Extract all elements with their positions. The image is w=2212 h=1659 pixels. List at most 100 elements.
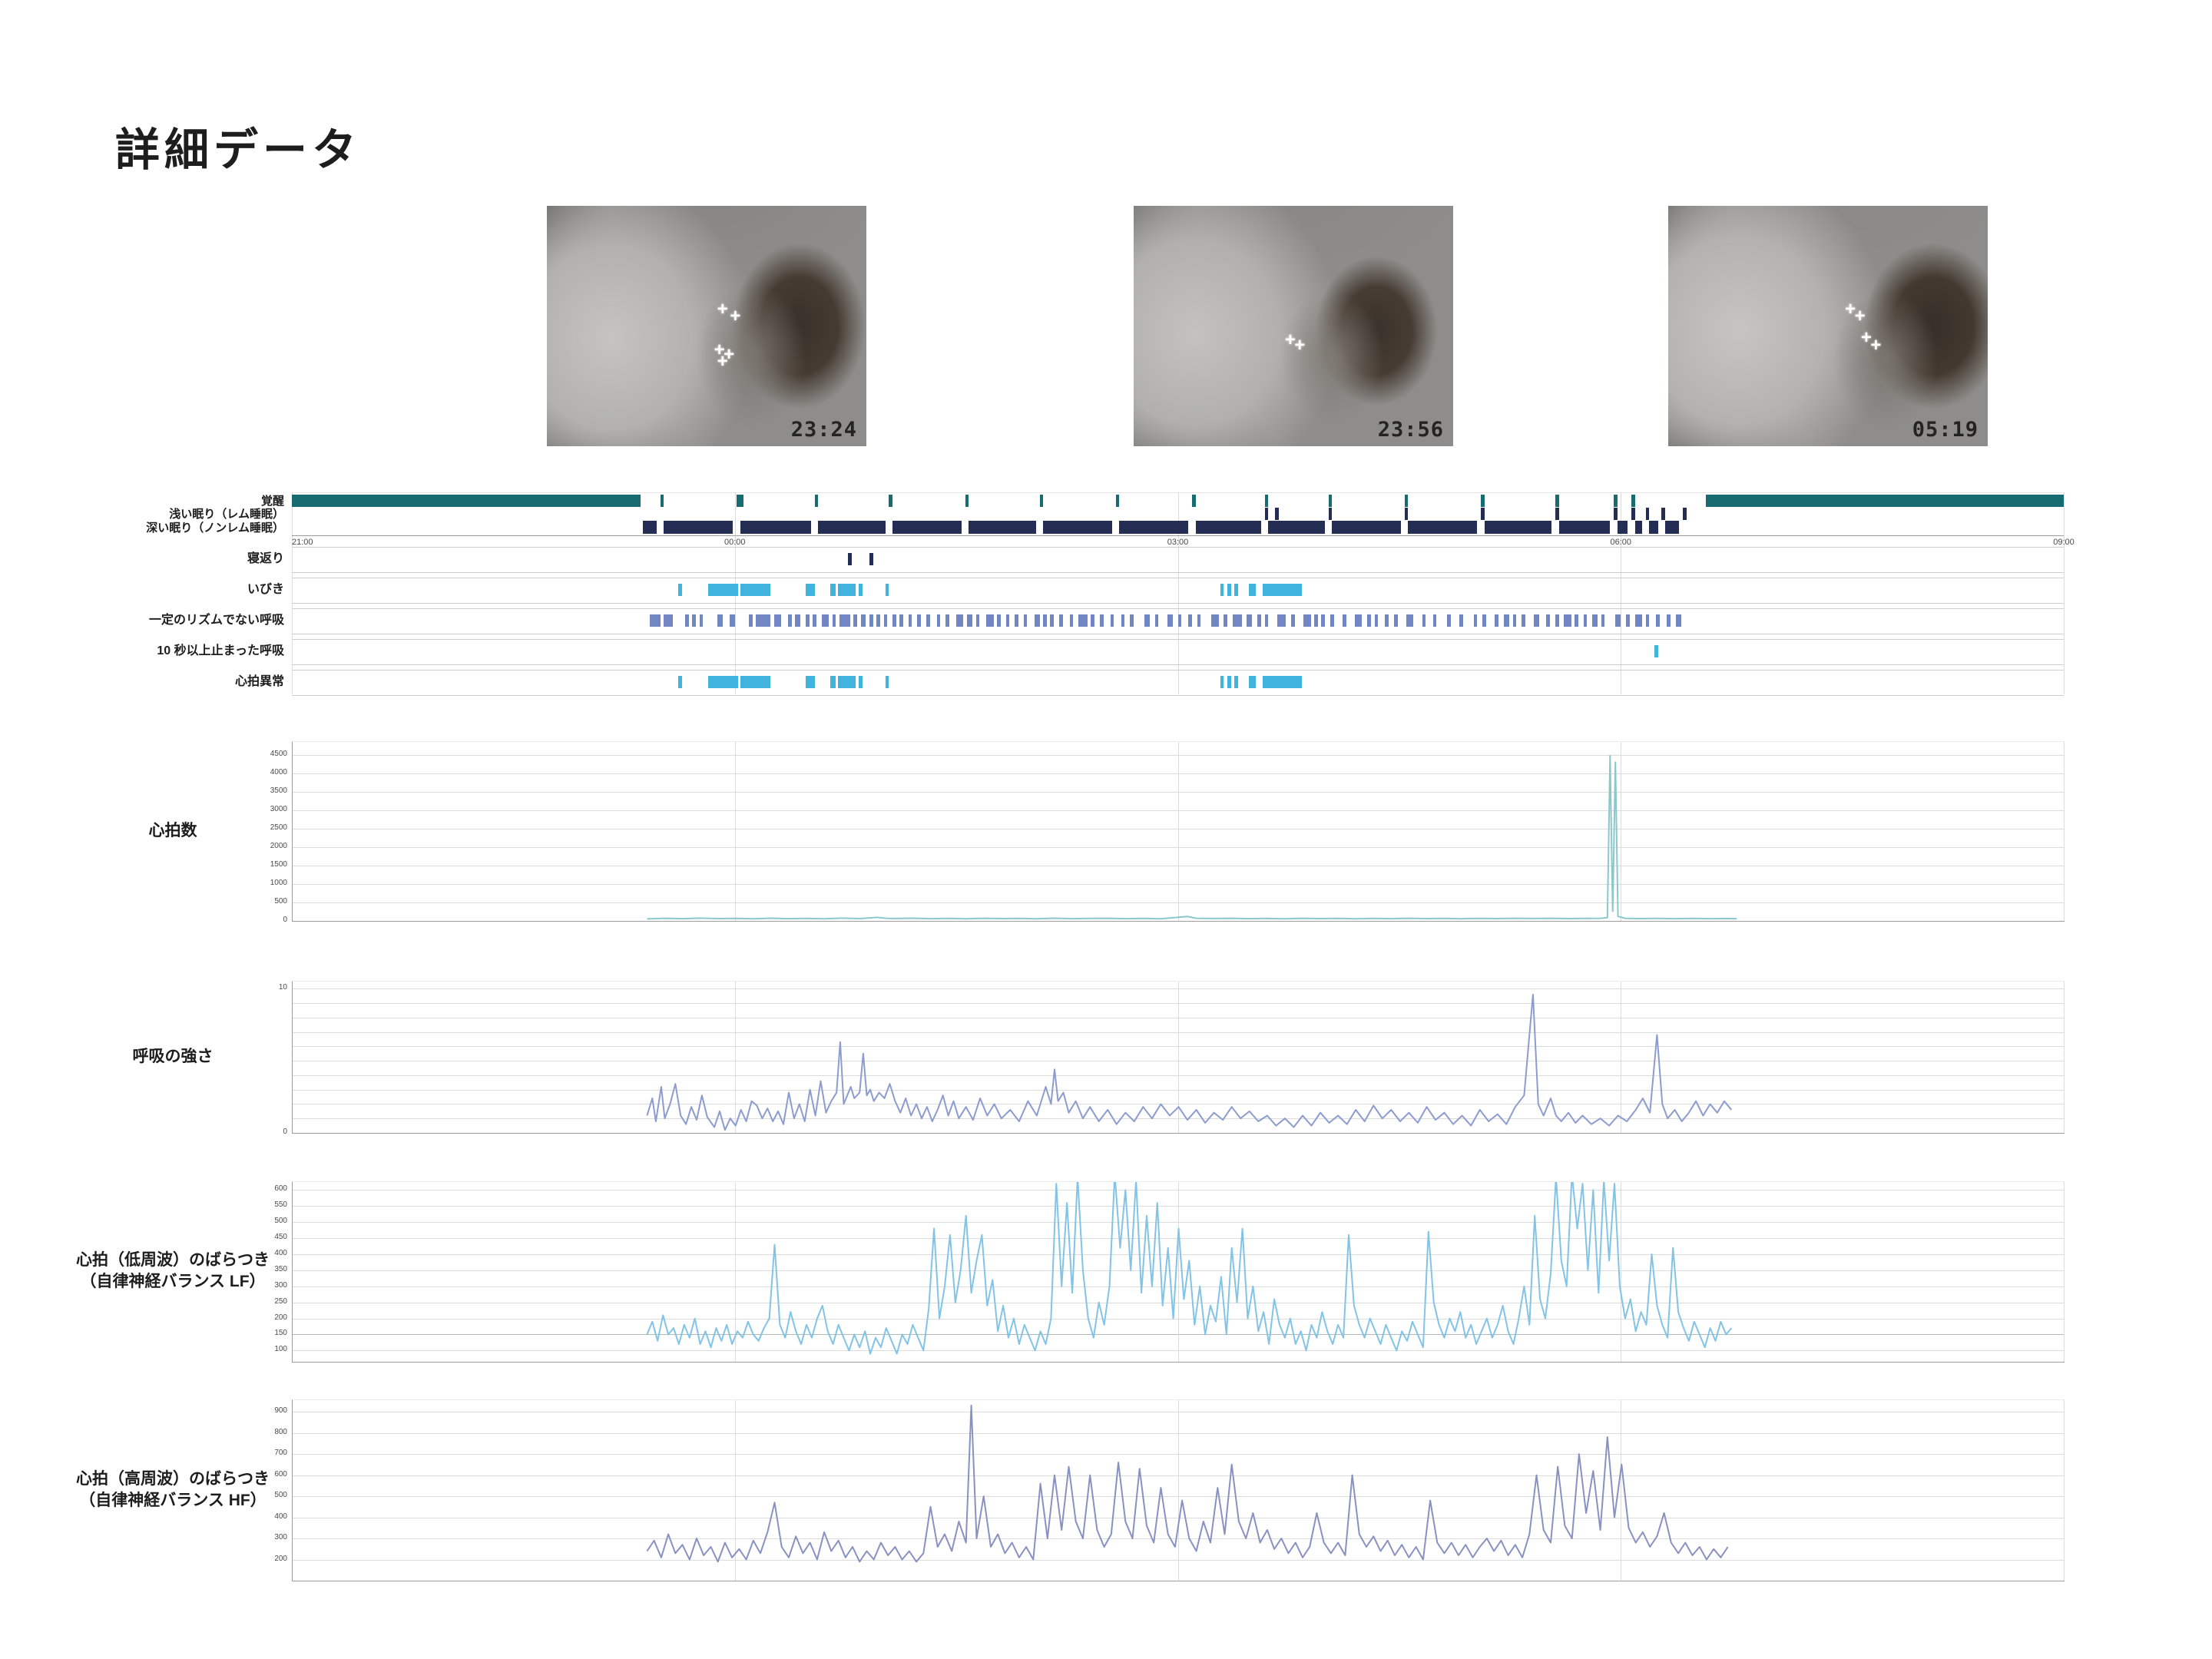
grid-line-h (293, 1496, 2065, 1498)
event-mark (1015, 614, 1018, 627)
y-tick-label: 1000 (270, 878, 287, 887)
lf-chart (292, 1181, 2065, 1363)
event-mark (1291, 614, 1295, 627)
y-tick-label: 0 (283, 1128, 287, 1136)
grid-line-h (293, 1475, 2065, 1476)
grid-line-h (293, 791, 2065, 793)
event-mark (1667, 614, 1671, 627)
event-row-label: 10 秒以上止まった呼吸 (157, 644, 284, 657)
y-tick-label: 600 (274, 1469, 287, 1479)
event-mark (1227, 584, 1231, 596)
awake-tick (1191, 495, 1196, 507)
light-sleep-tick (1404, 508, 1409, 520)
event-mark (859, 676, 863, 688)
event-mark (708, 584, 739, 596)
light-sleep-tick (1631, 508, 1635, 520)
y-tick-label: 150 (274, 1329, 287, 1338)
awake-tick (1631, 495, 1635, 507)
event-mark (848, 553, 852, 565)
event-mark (830, 676, 836, 688)
light-sleep-tick (1275, 508, 1279, 520)
event-mark (1234, 676, 1238, 688)
deep-sleep-bar (1195, 521, 1261, 534)
deep-sleep-bar (642, 521, 657, 534)
deep-sleep-bar (1043, 521, 1113, 534)
y-tick-label: 100 (274, 1345, 287, 1354)
chart-title-line2: （自律神経バランス HF） (79, 1491, 267, 1509)
grid-line-h (293, 1003, 2065, 1005)
event-mark (1447, 614, 1451, 627)
breathing-polyline (646, 993, 1733, 1131)
lf-polyline (646, 1182, 1733, 1355)
lf-line (646, 1182, 1733, 1355)
chart-title-line1: 心拍（高周波）のばらつき (76, 1469, 270, 1488)
event-mark (1264, 614, 1269, 627)
awake-bar (1705, 495, 2064, 507)
tracking-cross-icon: + (717, 351, 728, 373)
y-tick-label: 0 (283, 916, 287, 924)
grid-line-v (734, 1182, 736, 1362)
event-mark (975, 614, 980, 627)
event-mark (1592, 614, 1598, 627)
grid-line-h (293, 902, 2065, 903)
grid-line-h (293, 1222, 2065, 1224)
y-tick-label: 3000 (270, 804, 287, 813)
event-mark (869, 553, 873, 565)
grid-line-v (1177, 1182, 1179, 1362)
event-mark (1144, 614, 1150, 627)
event-mark (740, 676, 770, 688)
tracking-cross-icon: + (730, 305, 741, 326)
event-mark (795, 614, 801, 627)
chart-title-line1: 呼吸の強さ (132, 1047, 214, 1065)
awake-tick (737, 495, 744, 507)
stage-label: 覚醒 (260, 495, 284, 508)
grid-line-h (293, 828, 2065, 830)
event-mark (1121, 614, 1125, 627)
light-sleep-tick (1645, 508, 1650, 520)
grid-line-h (293, 1254, 2065, 1256)
time-gridline (2064, 492, 2065, 694)
event-mark (1601, 614, 1605, 627)
grid-line-v (2064, 742, 2065, 921)
event-mark (1211, 614, 1219, 627)
awake-tick (889, 495, 893, 507)
grid-line-v (1177, 742, 1179, 921)
event-row (292, 670, 2064, 696)
page-title: 詳細データ (115, 125, 362, 175)
photo-timestamp: 23:56 (1377, 418, 1444, 442)
y-tick-label: 3500 (270, 786, 287, 795)
event-mark (1303, 614, 1311, 627)
event-mark (1626, 614, 1630, 627)
event-mark (885, 584, 889, 596)
event-mark (1495, 614, 1499, 627)
grid-line-h (293, 1118, 2065, 1120)
event-mark (1167, 614, 1173, 627)
tracking-cross-icon: + (1854, 305, 1866, 326)
event-row-label: 心拍異常 (234, 675, 284, 688)
event-mark (677, 676, 682, 688)
grid-line-v (1177, 1400, 1179, 1581)
deep-sleep-bar (1484, 521, 1552, 534)
y-tick-label: 900 (274, 1406, 287, 1416)
grid-line-h (293, 810, 2065, 811)
awake-tick (1404, 495, 1409, 507)
event-mark (997, 614, 1001, 627)
event-mark (926, 614, 930, 627)
event-mark (830, 584, 836, 596)
time-label: 09:00 (2053, 538, 2075, 547)
y-tick-label: 300 (274, 1533, 287, 1542)
grid-line-h (293, 1046, 2065, 1048)
event-row-label: 一定のリズムでない呼吸 (148, 614, 284, 627)
event-mark (1248, 676, 1256, 688)
grid-line-v (1177, 982, 1179, 1133)
event-mark (1406, 614, 1414, 627)
awake-bar (292, 495, 641, 507)
breathing-line (646, 993, 1733, 1131)
event-mark (1534, 614, 1540, 627)
deep-sleep-bar (818, 521, 886, 534)
time-label: 06:00 (1610, 538, 1632, 547)
event-mark (1459, 614, 1463, 627)
event-mark (1263, 676, 1302, 688)
event-mark (917, 614, 921, 627)
event-mark (699, 614, 704, 627)
